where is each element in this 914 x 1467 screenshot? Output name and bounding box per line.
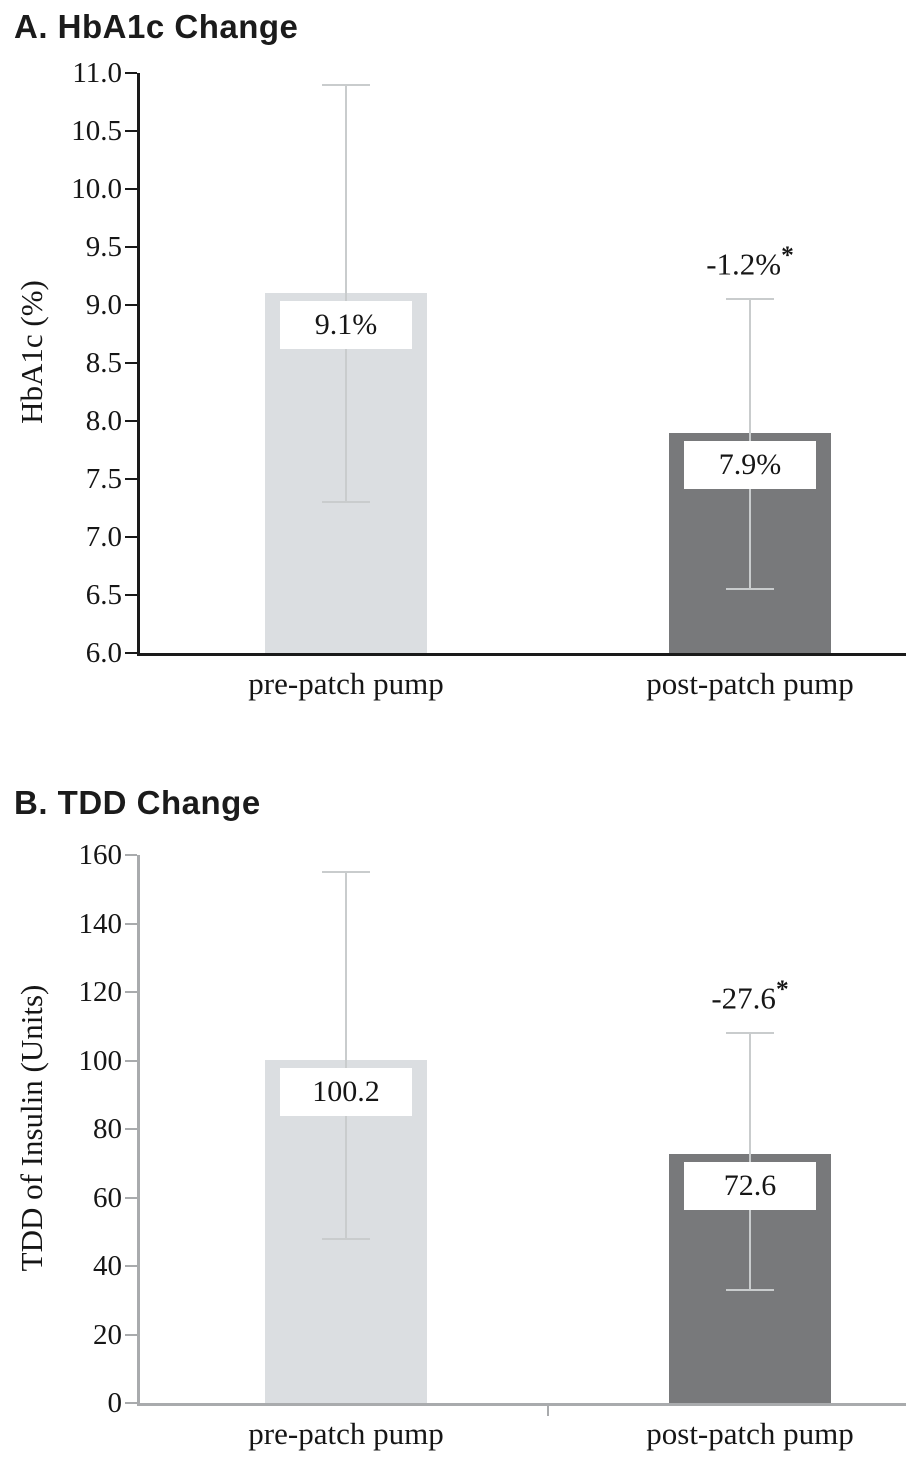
y-axis-tick xyxy=(125,478,137,480)
y-axis-tick-label: 160 xyxy=(78,839,123,871)
y-axis-tick xyxy=(125,652,137,654)
change-annotation: -27.6* xyxy=(625,975,875,1016)
y-axis-tick xyxy=(125,536,137,538)
y-axis-tick xyxy=(125,1402,137,1404)
x-axis-line xyxy=(137,653,906,656)
y-axis-tick-label: 9.0 xyxy=(85,289,122,321)
error-bar-cap-top-post-patch-pump xyxy=(726,1032,774,1035)
panel-a-title: A. HbA1c Change xyxy=(14,8,299,45)
y-axis-tick-label: 80 xyxy=(93,1113,122,1145)
category-divider-tick xyxy=(547,1406,549,1416)
y-axis-tick xyxy=(125,1059,137,1062)
error-bar-cap-bottom-pre-patch-pump xyxy=(322,501,370,504)
y-axis-tick xyxy=(125,72,137,74)
y-axis-tick xyxy=(125,1333,137,1336)
y-axis-line xyxy=(137,855,140,1406)
significance-asterisk: * xyxy=(781,241,794,270)
y-axis-tick xyxy=(125,1196,137,1199)
y-axis-tick xyxy=(125,362,137,364)
y-axis-tick-label: 10.5 xyxy=(71,115,122,147)
y-axis-tick-label: 7.0 xyxy=(85,521,122,553)
y-axis-tick xyxy=(125,188,137,190)
y-axis-tick xyxy=(125,420,137,422)
y-axis-tick-label: 7.5 xyxy=(85,463,122,495)
bar-value-label-post-patch-pump: 7.9% xyxy=(684,440,816,489)
y-axis-tick xyxy=(125,594,137,596)
error-bar-cap-top-pre-patch-pump xyxy=(322,871,370,874)
y-axis-tick-label: 9.5 xyxy=(85,231,122,263)
y-axis-tick-label: 6.0 xyxy=(85,637,122,669)
y-axis-tick xyxy=(125,1128,137,1130)
y-axis-tick-label: 0 xyxy=(107,1387,123,1419)
x-category-label-post-patch-pump: post-patch pump xyxy=(646,666,854,701)
y-axis-tick-label: 6.5 xyxy=(85,579,122,611)
y-axis-tick xyxy=(125,304,137,306)
error-bar-line-pre-patch-pump xyxy=(345,84,347,503)
y-axis-line xyxy=(137,73,140,656)
y-axis-tick-label: 8.0 xyxy=(85,405,122,437)
x-category-label-pre-patch-pump: pre-patch pump xyxy=(248,1416,444,1451)
y-axis-tick-label: 100 xyxy=(78,1044,123,1077)
bar-value-label-post-patch-pump: 72.6 xyxy=(684,1162,816,1211)
error-bar-cap-bottom-pre-patch-pump xyxy=(322,1237,370,1240)
change-annotation-text: -27.6 xyxy=(711,980,776,1016)
x-category-label-post-patch-pump: post-patch pump xyxy=(646,1416,854,1451)
y-axis-tick xyxy=(125,246,137,248)
y-axis-tick-label: 11.0 xyxy=(72,57,122,89)
panel-b-title: B. TDD Change xyxy=(14,784,261,821)
change-annotation-text: -1.2% xyxy=(706,246,782,282)
error-bar-cap-top-post-patch-pump xyxy=(726,298,774,301)
x-axis-line xyxy=(137,1403,906,1406)
y-axis-tick-label: 140 xyxy=(78,907,123,940)
error-bar-line-pre-patch-pump xyxy=(345,872,347,1239)
y-axis-tick-label: 60 xyxy=(93,1181,122,1214)
error-bar-cap-top-pre-patch-pump xyxy=(322,83,370,86)
y-axis-tick xyxy=(125,130,137,132)
y-axis-tick xyxy=(125,991,137,993)
y-axis-tick xyxy=(125,854,137,856)
x-category-label-pre-patch-pump: pre-patch pump xyxy=(248,666,444,701)
y-axis-tick-label: 10.0 xyxy=(71,173,122,205)
y-axis-tick-label: 40 xyxy=(93,1250,122,1282)
change-annotation: -1.2%* xyxy=(625,241,875,282)
y-axis-tick-label: 120 xyxy=(78,976,123,1008)
y-axis-tick xyxy=(125,922,137,925)
significance-asterisk: * xyxy=(775,975,789,1004)
y-axis-tick xyxy=(125,1265,137,1267)
error-bar-line-post-patch-pump xyxy=(749,1033,751,1290)
error-bar-cap-bottom-post-patch-pump xyxy=(726,588,774,591)
bar-value-label-pre-patch-pump: 9.1% xyxy=(280,301,412,350)
error-bar-cap-bottom-post-patch-pump xyxy=(726,1288,774,1291)
y-axis-tick-label: 20 xyxy=(93,1318,122,1351)
y-axis-tick-label: 8.5 xyxy=(85,347,122,379)
bar-value-label-pre-patch-pump: 100.2 xyxy=(280,1067,412,1116)
